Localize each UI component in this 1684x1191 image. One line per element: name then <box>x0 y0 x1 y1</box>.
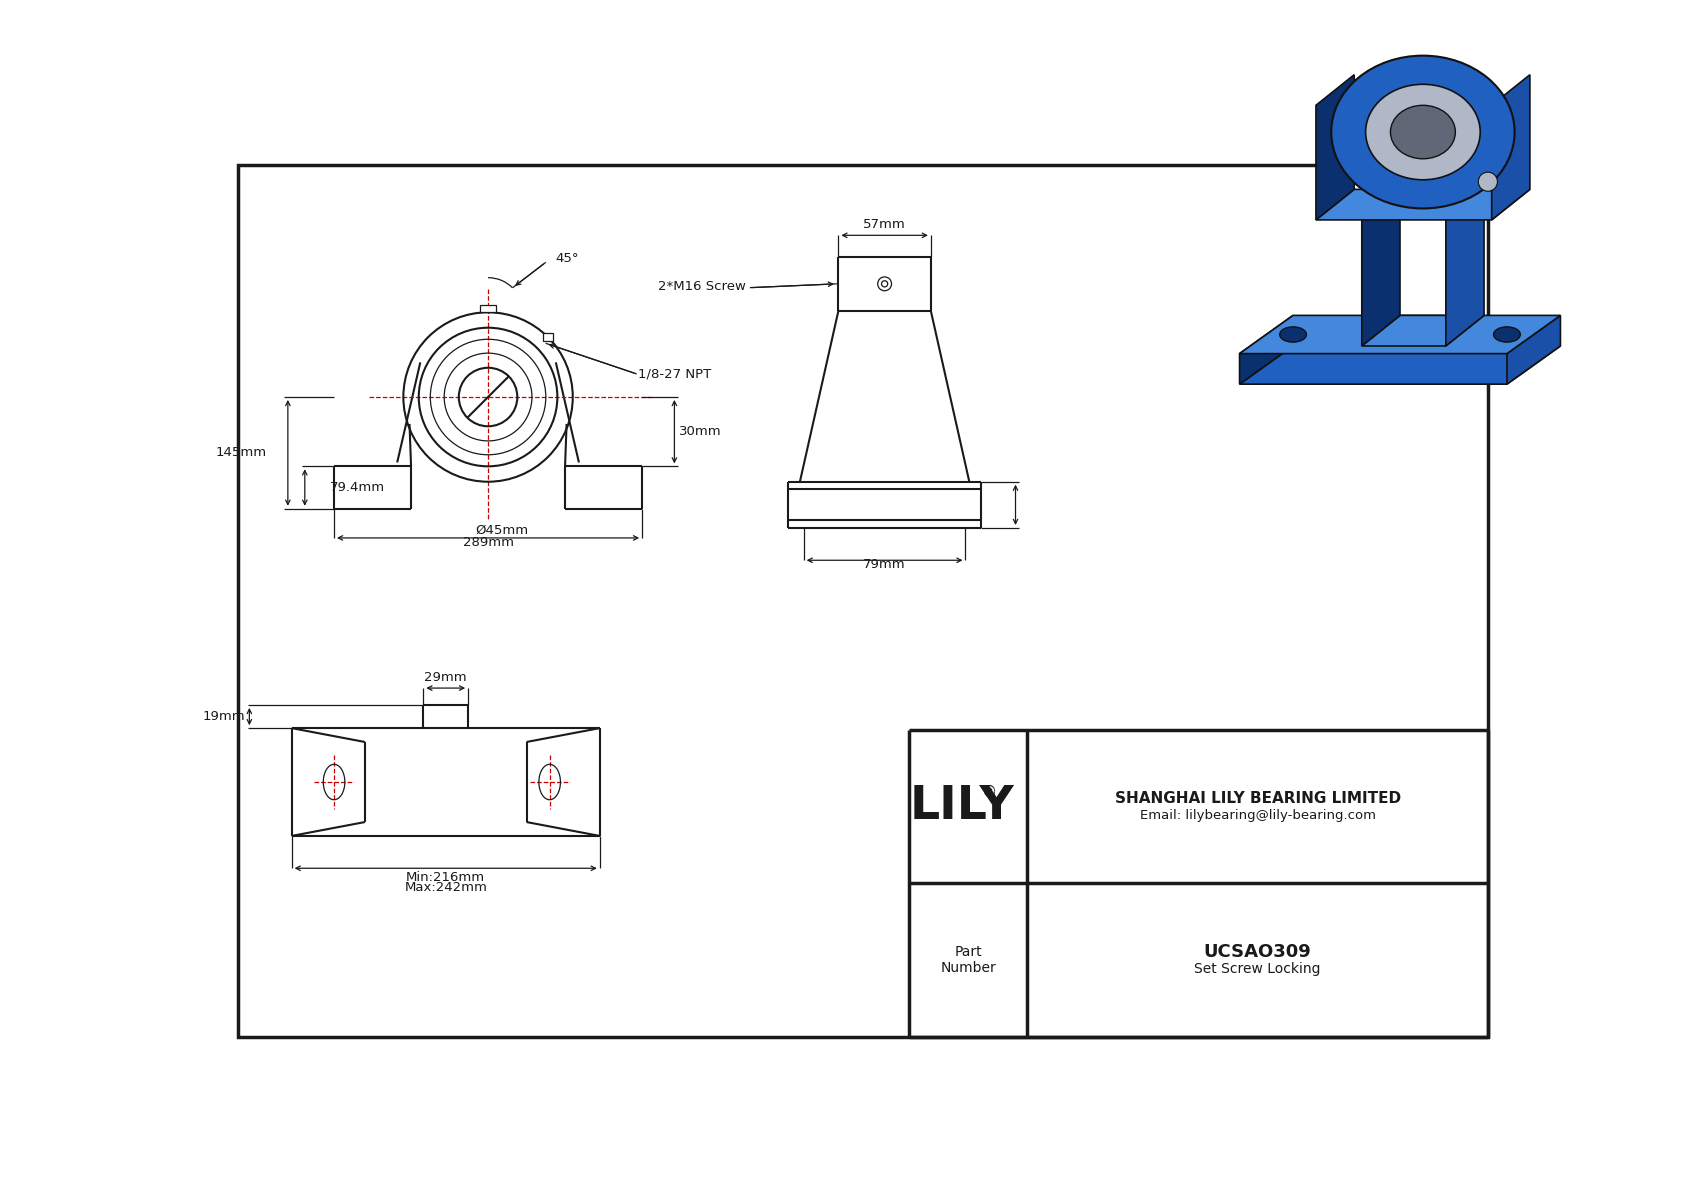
Text: 145mm: 145mm <box>216 447 266 460</box>
Text: 57mm: 57mm <box>864 218 906 231</box>
Text: LILY: LILY <box>909 784 1014 829</box>
Text: ®: ® <box>982 785 997 800</box>
Ellipse shape <box>1494 326 1521 342</box>
Polygon shape <box>1315 189 1529 220</box>
Polygon shape <box>1362 163 1399 345</box>
Text: 19mm: 19mm <box>202 710 246 723</box>
Text: 79mm: 79mm <box>864 559 906 572</box>
Polygon shape <box>1492 75 1529 220</box>
Text: 30mm: 30mm <box>679 425 722 438</box>
Polygon shape <box>1239 345 1561 385</box>
Text: 1/8-27 NPT: 1/8-27 NPT <box>638 367 711 380</box>
Text: Min:216mm: Min:216mm <box>406 872 485 885</box>
Polygon shape <box>1239 316 1561 354</box>
Polygon shape <box>1447 163 1484 345</box>
Text: Email: lilybearing@lily-bearing.com: Email: lilybearing@lily-bearing.com <box>1140 809 1376 822</box>
Polygon shape <box>1362 316 1484 345</box>
Text: 2*M16 Screw: 2*M16 Screw <box>658 280 746 293</box>
Ellipse shape <box>1280 326 1307 342</box>
Ellipse shape <box>1332 56 1514 208</box>
Text: UCSAO309: UCSAO309 <box>1204 943 1312 961</box>
Bar <box>542 333 554 341</box>
Ellipse shape <box>1366 85 1480 180</box>
Polygon shape <box>1315 75 1354 220</box>
Polygon shape <box>1239 316 1293 385</box>
Text: 79.4mm: 79.4mm <box>330 481 384 494</box>
Text: Ø45mm: Ø45mm <box>475 523 529 536</box>
Text: Max:242mm: Max:242mm <box>404 881 487 894</box>
Ellipse shape <box>1391 105 1455 158</box>
Text: SHANGHAI LILY BEARING LIMITED: SHANGHAI LILY BEARING LIMITED <box>1115 791 1401 806</box>
Polygon shape <box>1507 316 1561 385</box>
Text: 45°: 45° <box>556 252 579 264</box>
Bar <box>480 305 495 312</box>
Text: Part
Number: Part Number <box>940 944 995 975</box>
Text: Set Screw Locking: Set Screw Locking <box>1194 962 1320 977</box>
Text: 29mm: 29mm <box>424 672 466 685</box>
Text: 289mm: 289mm <box>463 536 514 549</box>
Circle shape <box>1479 173 1497 192</box>
